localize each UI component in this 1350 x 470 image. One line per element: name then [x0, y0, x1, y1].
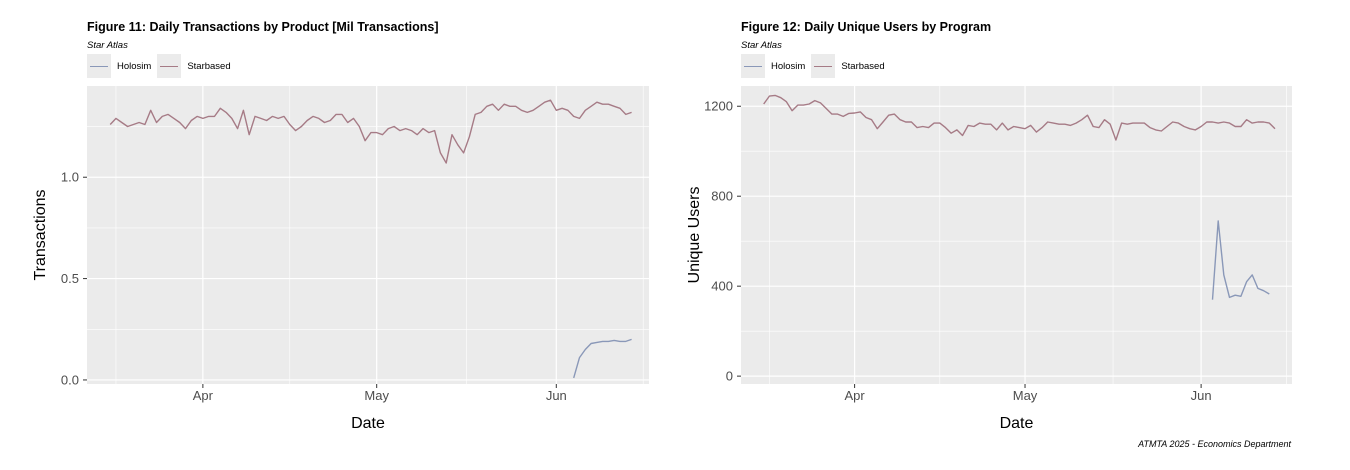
series-line-holosim — [573, 338, 632, 379]
y-axis-title: Unique Users — [686, 187, 703, 284]
chart-plot-unique-users: Apr May Jun 0 400 800 1200 Date Unique Users — [686, 86, 1292, 432]
legend-swatch-holosim — [90, 65, 108, 67]
y-tick-label: 800 — [711, 189, 733, 204]
x-tick-label: Apr — [193, 388, 214, 403]
y-tick-label: 1.0 — [61, 170, 79, 185]
legend-item-starbased: Starbased — [157, 54, 231, 78]
legend-key-starbased — [811, 54, 836, 78]
y-tick-label: 0 — [726, 369, 733, 384]
legend-key-starbased — [157, 54, 182, 78]
legend-swatch-holosim — [744, 65, 762, 67]
plot-background — [87, 86, 649, 384]
plot-background — [741, 86, 1292, 384]
x-tick-label: May — [1013, 388, 1038, 403]
legend-swatch-starbased — [814, 65, 833, 67]
y-axis-title: Transactions — [32, 190, 49, 281]
legend-label-holosim: Holosim — [771, 60, 806, 72]
chart-subtitle: Star Atlas — [741, 40, 782, 51]
legend-item-holosim: Holosim — [87, 54, 151, 78]
y-tick-label: 0.0 — [61, 372, 79, 387]
legend-label-starbased: Starbased — [187, 60, 231, 72]
series-line-holosim — [1211, 220, 1270, 300]
legend-item-holosim: Holosim — [741, 54, 805, 78]
chart-plot-transactions: Apr May Jun 0.0 0.5 1.0 Date Transactions — [32, 86, 649, 432]
x-tick-label: Jun — [546, 388, 567, 403]
chart-panel-transactions: Figure 11: Daily Transactions by Product… — [32, 20, 649, 432]
chart-subtitle: Star Atlas — [87, 40, 128, 51]
legend-key-holosim — [741, 54, 765, 78]
chart-legend: Holosim Starbased — [741, 54, 891, 78]
x-axis-title: Date — [1000, 415, 1034, 432]
legend-swatch-starbased — [160, 65, 179, 67]
legend-key-holosim — [87, 54, 111, 78]
y-tick-label: 0.5 — [61, 271, 79, 286]
footer-caption: ATMTA 2025 - Economics Department — [1138, 439, 1291, 449]
chart-panel-unique-users: Figure 12: Daily Unique Users by Program… — [675, 0, 1350, 470]
series-line-starbased — [763, 94, 1276, 141]
series-line-starbased — [109, 99, 632, 164]
chart-title: Figure 11: Daily Transactions by Product… — [87, 20, 439, 34]
chart-legend: Holosim Starbased — [87, 54, 237, 78]
legend-item-starbased: Starbased — [811, 54, 885, 78]
legend-label-holosim: Holosim — [117, 60, 152, 72]
chart-title: Figure 12: Daily Unique Users by Program — [741, 20, 992, 34]
x-axis-title: Date — [351, 415, 385, 432]
y-tick-label: 1200 — [704, 99, 733, 114]
legend-label-starbased: Starbased — [841, 60, 885, 72]
x-tick-label: May — [364, 388, 389, 403]
y-tick-label: 400 — [711, 279, 733, 294]
x-tick-label: Apr — [844, 388, 865, 403]
x-tick-label: Jun — [1191, 388, 1212, 403]
